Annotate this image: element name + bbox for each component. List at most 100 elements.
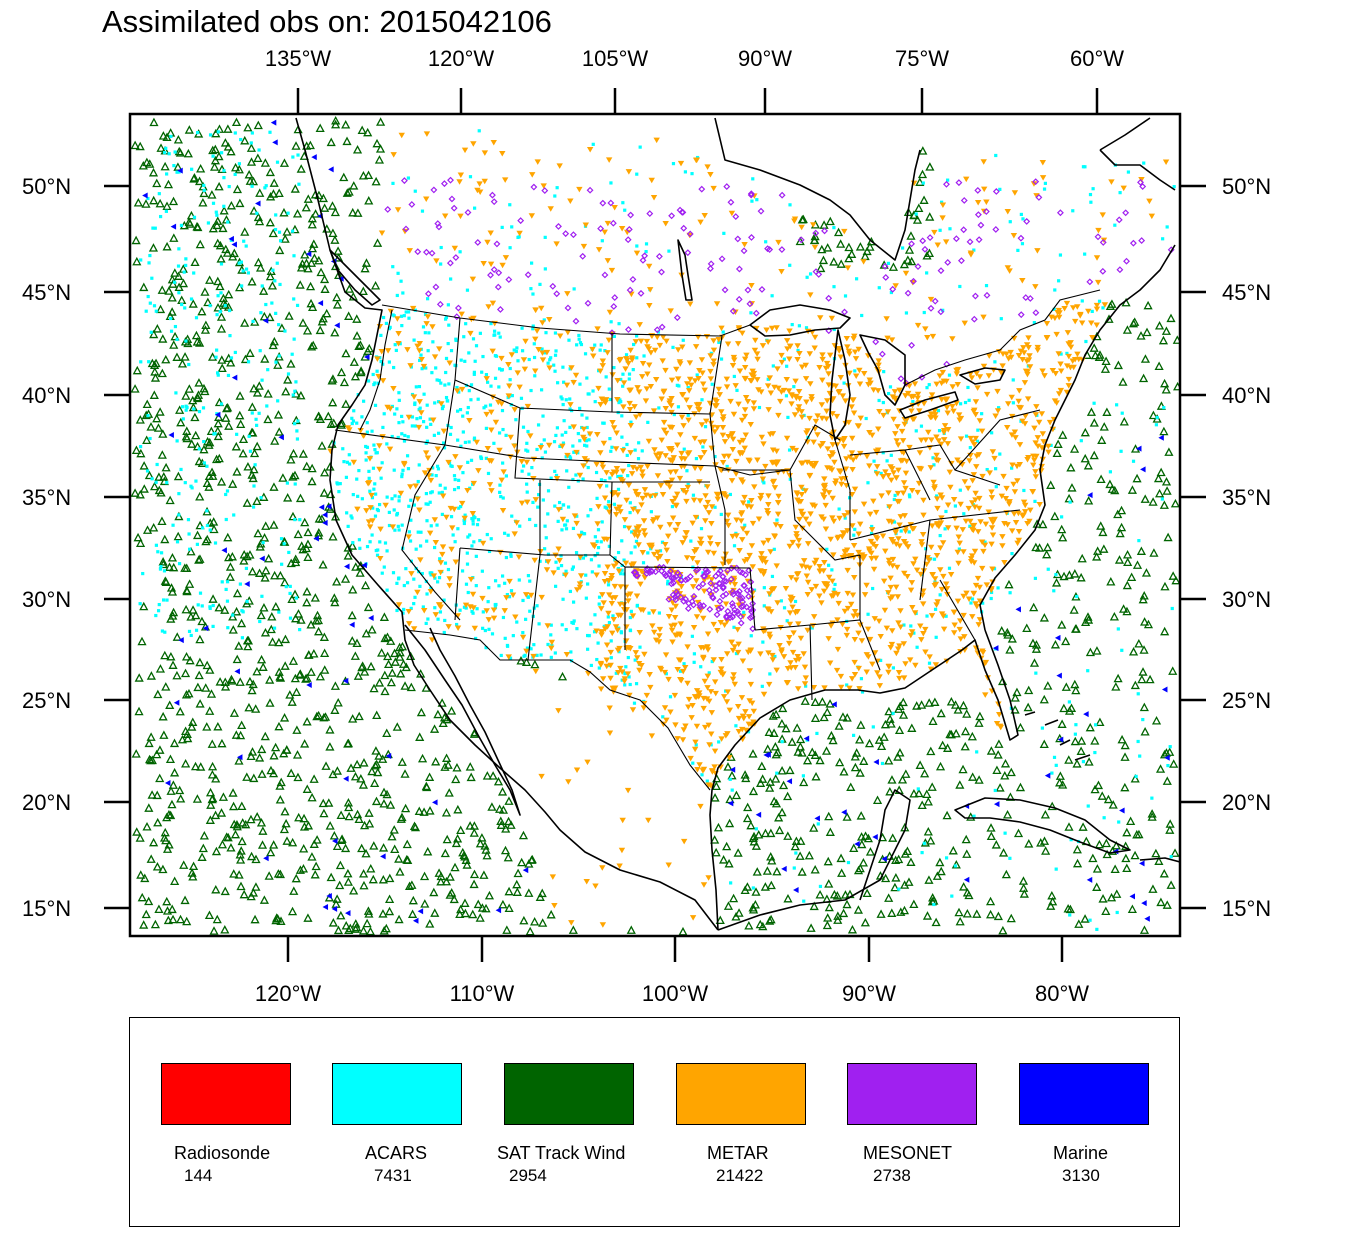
obs-marker-acars	[194, 316, 199, 320]
obs-marker-metar	[430, 573, 438, 579]
obs-marker-sat-track-wind	[797, 748, 807, 757]
obs-marker-metar	[701, 678, 709, 685]
obs-marker-acars	[468, 175, 473, 179]
obs-marker-acars	[372, 382, 376, 387]
obs-marker-sat-track-wind	[1103, 794, 1114, 804]
bottom-tick-label: 110°W	[450, 981, 515, 1006]
obs-marker-metar	[957, 436, 965, 442]
obs-marker-metar	[947, 571, 955, 578]
obs-marker-acars	[638, 145, 642, 149]
obs-marker-metar	[685, 388, 693, 394]
obs-marker-sat-track-wind	[214, 151, 224, 161]
obs-marker-metar	[757, 568, 764, 574]
obs-marker-metar	[897, 608, 904, 614]
obs-marker-metar	[786, 621, 794, 628]
obs-marker-acars	[375, 553, 380, 557]
obs-marker-metar	[991, 455, 998, 462]
obs-marker-sat-track-wind	[288, 472, 298, 481]
obs-marker-metar	[619, 478, 626, 485]
obs-marker-acars	[157, 602, 161, 607]
obs-marker-sat-track-wind	[1072, 759, 1082, 768]
obs-marker-acars	[373, 448, 377, 452]
obs-marker-acars	[638, 645, 642, 649]
obs-marker-acars	[148, 436, 152, 441]
obs-marker-acars	[892, 520, 897, 524]
obs-marker-metar	[660, 388, 668, 395]
obs-marker-metar	[674, 667, 681, 673]
obs-marker-acars	[393, 412, 397, 416]
obs-marker-sat-track-wind	[1101, 906, 1111, 916]
obs-marker-metar	[804, 591, 811, 598]
obs-marker-acars	[686, 483, 690, 487]
obs-marker-sat-track-wind	[346, 763, 356, 772]
obs-marker-acars	[486, 380, 490, 384]
obs-marker-acars	[516, 359, 520, 363]
obs-marker-sat-track-wind	[200, 287, 210, 296]
obs-marker-metar	[647, 384, 655, 390]
obs-marker-metar	[707, 353, 714, 359]
obs-marker-sat-track-wind	[924, 875, 934, 884]
obs-marker-acars	[553, 469, 557, 473]
obs-marker-metar	[925, 557, 933, 564]
obs-marker-sat-track-wind	[1070, 736, 1080, 746]
obs-marker-sat-track-wind	[282, 745, 292, 754]
obs-marker-sat-track-wind	[376, 117, 386, 126]
obs-marker-metar	[1015, 353, 1023, 359]
obs-marker-acars	[544, 536, 548, 540]
obs-marker-acars	[205, 464, 209, 468]
obs-marker-sat-track-wind	[922, 251, 932, 260]
obs-marker-metar	[603, 657, 610, 664]
obs-marker-acars	[472, 514, 476, 518]
obs-marker-sat-track-wind	[1090, 736, 1100, 745]
obs-marker-acars	[622, 558, 626, 562]
obs-marker-acars	[1010, 466, 1014, 470]
obs-marker-sat-track-wind	[351, 562, 361, 571]
obs-marker-metar	[679, 737, 687, 743]
obs-marker-sat-track-wind	[209, 524, 219, 534]
obs-marker-sat-track-wind	[755, 919, 765, 929]
obs-marker-sat-track-wind	[397, 757, 407, 766]
obs-marker-metar	[890, 470, 897, 476]
obs-marker-metar	[865, 546, 873, 552]
obs-marker-sat-track-wind	[363, 346, 373, 355]
obs-marker-metar	[811, 345, 818, 352]
obs-marker-acars	[157, 192, 161, 196]
obs-marker-sat-track-wind	[751, 887, 761, 896]
obs-marker-acars	[400, 523, 404, 527]
obs-marker-acars	[734, 651, 739, 656]
obs-marker-acars	[169, 134, 173, 139]
obs-marker-acars	[694, 456, 699, 461]
obs-marker-acars	[775, 771, 779, 775]
obs-marker-metar	[769, 657, 777, 663]
obs-marker-metar	[794, 653, 801, 660]
obs-marker-metar	[669, 498, 676, 505]
obs-marker-acars	[796, 348, 800, 353]
obs-marker-sat-track-wind	[810, 864, 820, 874]
obs-marker-sat-track-wind	[414, 806, 424, 816]
obs-marker-acars	[999, 317, 1003, 321]
obs-marker-metar	[786, 543, 793, 550]
obs-marker-metar	[900, 480, 908, 486]
obs-marker-acars	[1033, 576, 1038, 580]
obs-marker-metar	[687, 382, 695, 389]
obs-marker-acars	[216, 294, 220, 298]
obs-marker-acars	[558, 444, 562, 449]
obs-marker-acars	[520, 469, 524, 473]
obs-marker-sat-track-wind	[445, 890, 455, 899]
obs-marker-acars	[576, 431, 580, 436]
obs-marker-metar	[883, 625, 891, 632]
obs-marker-acars	[764, 240, 768, 244]
obs-marker-metar	[819, 377, 826, 384]
obs-marker-metar	[933, 602, 940, 608]
obs-marker-metar	[789, 649, 797, 656]
obs-marker-acars	[406, 435, 410, 439]
obs-marker-sat-track-wind	[1141, 568, 1152, 577]
obs-marker-acars	[351, 541, 355, 545]
obs-marker-metar	[787, 660, 794, 666]
obs-marker-acars	[416, 479, 420, 484]
obs-marker-sat-track-wind	[440, 762, 450, 771]
obs-marker-acars	[879, 658, 883, 663]
obs-marker-metar	[818, 600, 825, 606]
obs-marker-sat-track-wind	[497, 787, 508, 796]
obs-marker-acars	[554, 584, 558, 588]
